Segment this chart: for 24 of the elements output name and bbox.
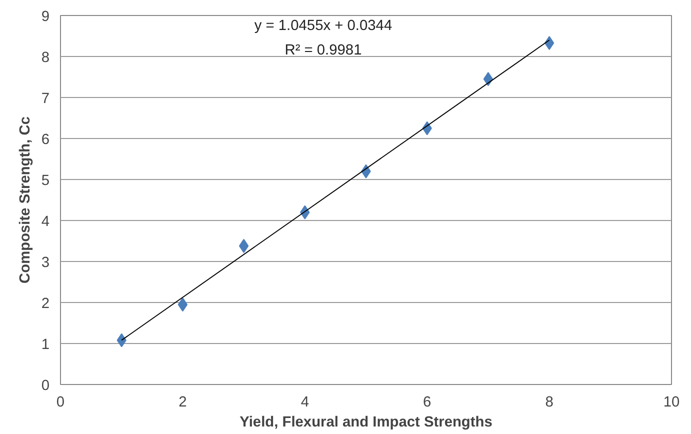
point	[238, 238, 249, 253]
x-tick-label: 10	[663, 394, 680, 410]
y-tick-label: 4	[41, 214, 50, 230]
y-axis-title: Composite Strength, Cc	[17, 116, 34, 284]
x-tick-label: 0	[56, 394, 65, 410]
annotation: y = 1.0455x + 0.0344	[254, 18, 392, 34]
x-axis-title: Yield, Flexural and Impact Strengths	[240, 414, 492, 430]
y-tick-label: 3	[41, 255, 50, 271]
x-tick-label: 4	[300, 394, 309, 410]
y-tick-label: 2	[41, 296, 50, 312]
x-tick-label: 8	[545, 394, 554, 410]
point	[178, 298, 188, 312]
annotation: R² = 0.9981	[284, 42, 362, 58]
y-tick-label: 0	[41, 378, 50, 394]
y-tick-label: 7	[41, 91, 50, 107]
y-tick-label: 1	[41, 337, 50, 353]
y-tick-label: 6	[41, 132, 50, 148]
x-tick-label: 6	[423, 394, 432, 410]
x-tick-label: 2	[178, 394, 187, 410]
y-tick-label: 9	[41, 9, 50, 25]
point	[483, 72, 494, 86]
point	[544, 36, 554, 50]
y-tick-label: 5	[41, 173, 50, 189]
y-tick-label: 8	[41, 50, 50, 66]
